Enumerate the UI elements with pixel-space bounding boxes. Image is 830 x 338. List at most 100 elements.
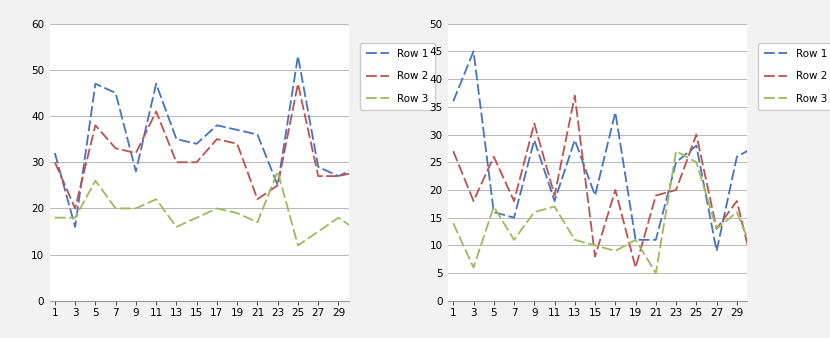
Row 1 xyxy=(273,183,283,187)
Row 3 xyxy=(496,202,505,206)
Row 2 xyxy=(813,216,823,220)
Row 2 xyxy=(354,169,364,173)
Row 1 xyxy=(631,238,641,242)
Row 1 xyxy=(293,54,303,58)
Row 2 xyxy=(374,123,384,127)
Row 1 xyxy=(252,132,262,137)
Row 2 xyxy=(651,193,661,197)
Row 2 xyxy=(556,142,566,146)
Row 2 xyxy=(752,282,762,286)
Row 2 xyxy=(334,174,344,178)
Row 3 xyxy=(476,225,486,229)
Row 2 xyxy=(71,207,81,211)
Row 3 xyxy=(631,238,641,242)
Row 1 xyxy=(476,110,486,114)
Row 3 xyxy=(394,207,404,211)
Row 2 xyxy=(489,155,499,159)
Row 2 xyxy=(476,207,486,211)
Legend: Row 1, Row 2, Row 3: Row 1, Row 2, Row 3 xyxy=(359,43,435,110)
Row 3 xyxy=(252,220,262,224)
Line: Row 3: Row 3 xyxy=(453,151,830,273)
Row 2 xyxy=(631,266,641,270)
Row 2 xyxy=(414,160,424,164)
Row 3 xyxy=(530,210,540,214)
Row 1 xyxy=(610,110,620,114)
Line: Row 3: Row 3 xyxy=(55,171,520,245)
Row 2 xyxy=(496,128,505,132)
Row 3 xyxy=(773,216,783,220)
Row 3 xyxy=(509,238,519,242)
Row 1 xyxy=(752,144,762,148)
Row 2 xyxy=(509,199,519,203)
Row 3 xyxy=(813,255,823,259)
Row 2 xyxy=(515,123,525,127)
Row 2 xyxy=(570,94,580,98)
Row 1 xyxy=(509,216,519,220)
Row 2 xyxy=(448,149,458,153)
Row 1 xyxy=(313,165,323,169)
Row 3 xyxy=(172,225,182,229)
Row 2 xyxy=(469,199,479,203)
Row 3 xyxy=(131,207,141,211)
Row 1 xyxy=(793,88,803,92)
Row 3 xyxy=(448,221,458,225)
Row 3 xyxy=(110,207,120,211)
Row 2 xyxy=(671,188,681,192)
Row 3 xyxy=(610,249,620,253)
Row 2 xyxy=(435,146,445,150)
Row 3 xyxy=(374,230,384,234)
Row 3 xyxy=(515,207,525,211)
Row 1 xyxy=(773,216,783,220)
Row 3 xyxy=(752,260,762,264)
Row 1 xyxy=(597,105,607,109)
Row 2 xyxy=(293,82,303,86)
Row 2 xyxy=(577,151,587,155)
Row 3 xyxy=(469,266,479,270)
Row 1 xyxy=(131,169,141,173)
Row 3 xyxy=(192,216,202,220)
Row 1 xyxy=(172,137,182,141)
Row 1 xyxy=(489,210,499,214)
Line: Row 1: Row 1 xyxy=(55,56,622,236)
Row 1 xyxy=(435,128,445,132)
Row 1 xyxy=(732,155,742,159)
Row 1 xyxy=(651,238,661,242)
Row 2 xyxy=(192,160,202,164)
Row 1 xyxy=(212,123,222,127)
Row 1 xyxy=(90,82,100,86)
Row 2 xyxy=(549,193,559,197)
Row 1 xyxy=(671,160,681,164)
Row 1 xyxy=(71,225,81,229)
Row 1 xyxy=(691,144,701,148)
Row 1 xyxy=(354,165,364,169)
Row 3 xyxy=(414,207,424,211)
Row 2 xyxy=(232,142,242,146)
Row 3 xyxy=(570,238,580,242)
Row 2 xyxy=(536,160,546,164)
Row 2 xyxy=(773,177,783,181)
Row 1 xyxy=(469,49,479,53)
Row 1 xyxy=(448,99,458,103)
Row 3 xyxy=(435,234,445,238)
Row 3 xyxy=(691,160,701,164)
Line: Row 2: Row 2 xyxy=(453,57,830,284)
Row 2 xyxy=(313,174,323,178)
Row 3 xyxy=(651,271,661,275)
Row 1 xyxy=(577,86,587,90)
Row 3 xyxy=(489,204,499,209)
Row 2 xyxy=(394,123,404,127)
Row 3 xyxy=(671,149,681,153)
Line: Row 2: Row 2 xyxy=(55,84,602,213)
Line: Row 1: Row 1 xyxy=(453,40,830,251)
Row 1 xyxy=(549,199,559,203)
Row 3 xyxy=(732,210,742,214)
Row 1 xyxy=(711,249,721,253)
Row 1 xyxy=(50,151,60,155)
Row 2 xyxy=(455,211,465,215)
Row 3 xyxy=(590,243,600,247)
Row 3 xyxy=(232,211,242,215)
Row 3 xyxy=(90,179,100,183)
Row 3 xyxy=(793,255,803,259)
Row 1 xyxy=(232,128,242,132)
Row 1 xyxy=(110,91,120,95)
